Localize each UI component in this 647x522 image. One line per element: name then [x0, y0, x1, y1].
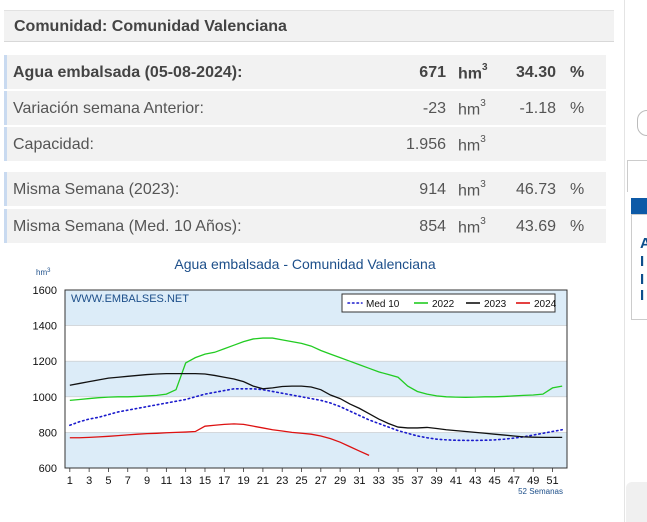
x-tick-label: 29	[334, 475, 346, 487]
stat-label: Variación semana Anterior:	[13, 100, 204, 117]
x-tick-label: 9	[144, 475, 150, 487]
sidebar-letter: I	[640, 271, 645, 288]
x-tick-label: 25	[295, 475, 307, 487]
sidebar-letter: I	[640, 287, 645, 304]
y-tick-label: 800	[39, 427, 57, 439]
x-tick-label: 37	[411, 475, 423, 487]
legend-label: 2023	[484, 299, 507, 310]
stat-row-same-week-2023: Misma Semana (2023): 914 hm3 46.73 %	[4, 172, 606, 206]
chart-legend: Med 10 2022 2023 2024	[341, 293, 557, 313]
x-tick-label: 47	[508, 475, 520, 487]
series-line-med-10	[69, 387, 563, 442]
x-tick-label: 3	[86, 475, 92, 487]
y-tick-label: 1600	[33, 285, 57, 297]
community-title: Comunidad: Comunidad Valenciana	[14, 18, 287, 35]
legend-label: 2024	[534, 299, 557, 310]
stat-row-capacity: Capacidad: 1.956 hm3	[4, 127, 606, 161]
x-tick-label: 39	[431, 475, 443, 487]
x-tick-label: 13	[180, 475, 192, 487]
sidebar-accent-bar	[631, 198, 647, 214]
stat-percent: 46.73	[515, 181, 556, 198]
legend-label: Med 10	[366, 299, 400, 310]
x-tick-label: 45	[488, 475, 500, 487]
x-tick-label: 35	[392, 475, 404, 487]
stat-row-weekly-variation: Variación semana Anterior: -23 hm3 -1.18…	[4, 91, 606, 125]
x-tick-label: 33	[373, 475, 385, 487]
y-axis-label: hm3	[36, 268, 51, 277]
x-tick-label: 17	[218, 475, 230, 487]
sidebar-divider	[624, 0, 625, 522]
sidebar-panel: A I I I	[631, 214, 647, 320]
plot-area-frame	[64, 289, 568, 469]
x-axis-ticks: 1 3 5 7 9 11 13 15 17 19 21 23 25 27 29 31 33 35 37 39 41 43 4…	[67, 468, 559, 487]
x-tick-label: 41	[450, 475, 462, 487]
chart-watermark: WWW.EMBALSES.NET	[71, 293, 189, 305]
series-line-2022	[69, 337, 563, 402]
x-tick-label: 7	[125, 475, 131, 487]
chart-band-0	[65, 361, 567, 397]
sidebar-box	[627, 160, 647, 192]
stat-label: Capacidad:	[13, 136, 94, 153]
x-tick-label: 23	[276, 475, 288, 487]
stat-unit: hm3	[458, 179, 486, 200]
stat-row-same-week-10yr: Misma Semana (Med. 10 Años): 854 hm3 43.…	[4, 209, 606, 243]
sidebar-letter: I	[640, 253, 645, 270]
stat-percent: 34.30	[515, 64, 556, 81]
x-tick-label: 21	[257, 475, 269, 487]
stat-row-stored-water: Agua embalsada (05-08-2024): 671 hm3 34.…	[4, 55, 606, 89]
stat-label: Misma Semana (Med. 10 Años):	[13, 218, 242, 235]
x-tick-label: 11	[161, 475, 172, 487]
chart-band-2	[65, 432, 567, 468]
x-tick-label: 43	[469, 475, 481, 487]
stat-percent-sign: %	[570, 218, 585, 235]
x-axis-label: 52 Semanas	[518, 487, 563, 496]
y-tick-label: 600	[39, 463, 57, 475]
stat-percent-sign: %	[570, 64, 585, 81]
x-tick-label: 5	[105, 475, 111, 487]
stat-unit: hm3	[458, 216, 486, 237]
sidebar-footer-block	[626, 482, 647, 522]
sidebar-search-button[interactable]	[637, 110, 647, 136]
sidebar-letter: A	[640, 235, 647, 252]
x-tick-label: 49	[527, 475, 539, 487]
x-tick-label: 27	[315, 475, 327, 487]
legend-label: 2022	[432, 299, 455, 310]
stat-value: -23	[422, 100, 446, 117]
stat-percent-sign: %	[570, 181, 585, 198]
stat-value: 854	[419, 218, 446, 235]
x-tick-label: 31	[353, 475, 365, 487]
y-tick-label: 1200	[33, 356, 57, 368]
x-tick-label: 51	[546, 475, 558, 487]
stored-water-chart: Agua embalsada - Comunidad Valenciana hm…	[33, 256, 568, 496]
stat-percent: 43.69	[515, 218, 556, 235]
x-tick-label: 1	[67, 475, 73, 487]
series-line-2023	[69, 373, 563, 439]
x-tick-label: 15	[199, 475, 211, 487]
stat-unit: hm3	[458, 62, 488, 83]
stat-value: 1.956	[405, 136, 446, 153]
stat-percent-sign: %	[570, 100, 585, 117]
stat-percent: -1.18	[519, 100, 556, 117]
x-tick-label: 19	[237, 475, 249, 487]
chart-bands	[65, 290, 567, 468]
stat-value: 914	[419, 181, 446, 198]
y-axis-ticks: 600 800 1000 1200 1400 1600	[33, 285, 57, 475]
stat-label: Agua embalsada (05-08-2024):	[13, 64, 243, 81]
stat-unit: hm3	[458, 134, 486, 155]
y-tick-label: 1400	[33, 321, 57, 333]
community-header: Comunidad: Comunidad Valenciana	[4, 10, 614, 42]
stat-value: 671	[419, 64, 446, 81]
stat-unit: hm3	[458, 98, 486, 119]
chart-series	[69, 337, 563, 456]
stat-label: Misma Semana (2023):	[13, 181, 180, 198]
chart-title: Agua embalsada - Comunidad Valenciana	[174, 256, 435, 272]
series-line-2024	[69, 423, 370, 456]
y-tick-label: 1000	[33, 392, 57, 404]
